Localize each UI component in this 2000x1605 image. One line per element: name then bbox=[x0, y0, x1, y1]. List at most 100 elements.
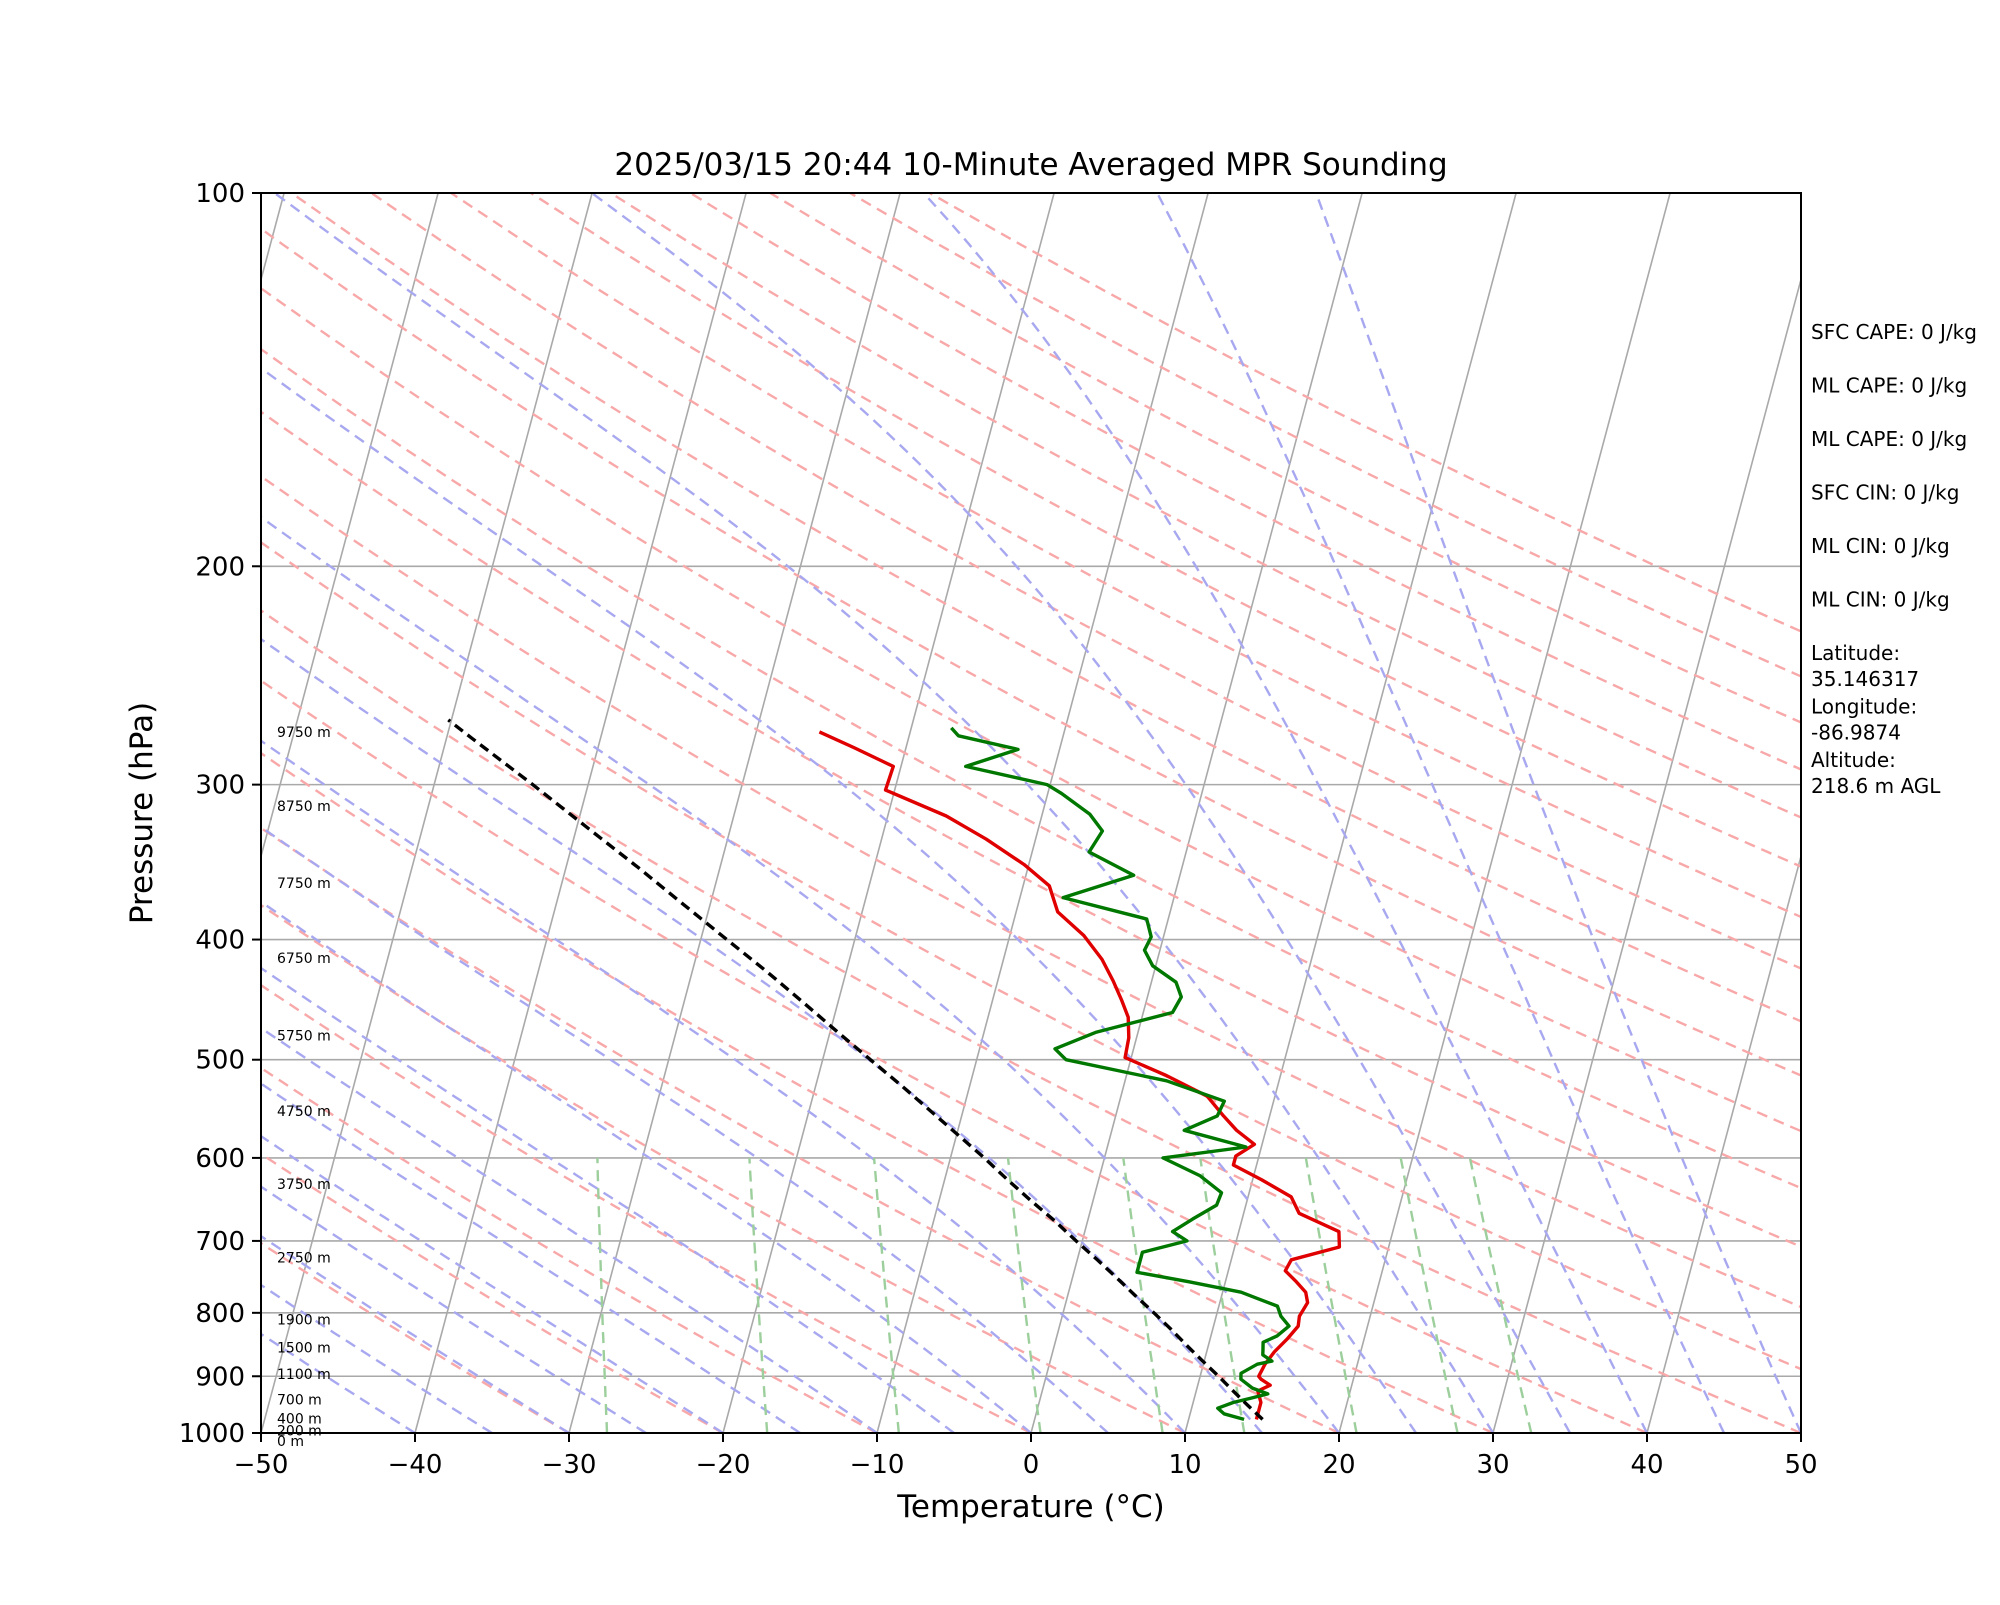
dry-adiabat-line bbox=[261, 410, 1801, 1249]
isotherm-line bbox=[876, 193, 1209, 1433]
x-tick-label: −10 bbox=[850, 1450, 905, 1480]
sounding-parameter-text: ML CAPE: 0 J/kg bbox=[1811, 427, 1967, 451]
dry-adiabat-line bbox=[689, 193, 1801, 771]
moist-adiabat-line bbox=[261, 637, 1263, 1433]
y-axis-ticks: 100 200 300 400 500 600 700 800 900 1000 bbox=[179, 179, 261, 1449]
parcel-profile-line bbox=[447, 718, 1264, 1421]
sounding-parameter-text: 35.146317 bbox=[1811, 667, 1919, 691]
x-tick-label: −30 bbox=[542, 1450, 597, 1480]
moist-adiabat-line bbox=[261, 1082, 801, 1433]
y-tick-label: 700 bbox=[195, 1227, 245, 1257]
sounding-parameter-text: -86.9874 bbox=[1811, 721, 1901, 745]
height-label: 1500 m bbox=[277, 1340, 331, 1356]
moist-adiabat-line bbox=[1314, 193, 1801, 1433]
moist-adiabat-line bbox=[261, 1134, 724, 1433]
x-axis-label: Temperature (°C) bbox=[896, 1489, 1165, 1525]
height-label: 3750 m bbox=[277, 1177, 331, 1193]
height-label: 400 m bbox=[277, 1411, 322, 1427]
moist-adiabat-line bbox=[261, 1234, 570, 1433]
isotherm-line bbox=[414, 193, 747, 1433]
height-label: 8750 m bbox=[277, 799, 331, 815]
moist-adiabat-line bbox=[591, 193, 1572, 1433]
background-lines bbox=[0, 193, 1801, 1433]
height-label: 7750 m bbox=[277, 876, 331, 892]
dry-adiabat-line bbox=[261, 609, 1801, 1433]
x-tick-label: 50 bbox=[1784, 1450, 1817, 1480]
isotherm-line bbox=[1646, 853, 1801, 1433]
sounding-parameter-text: Altitude: bbox=[1811, 748, 1896, 772]
y-tick-label: 500 bbox=[195, 1046, 245, 1076]
isotherm-line bbox=[1184, 193, 1517, 1433]
x-tick-label: 20 bbox=[1322, 1450, 1355, 1480]
isotherm-line bbox=[568, 193, 901, 1433]
height-label: 1900 m bbox=[277, 1313, 331, 1329]
dry-adiabat-line bbox=[261, 751, 1494, 1433]
dry-adiabat-line bbox=[261, 679, 1648, 1433]
temperature-profile-line bbox=[818, 730, 1342, 1420]
height-label: 2750 m bbox=[277, 1251, 331, 1267]
isotherm-line bbox=[1338, 193, 1671, 1433]
mixing-ratio-line bbox=[872, 1157, 900, 1433]
mixing-ratio-line bbox=[1122, 1157, 1164, 1433]
dry-adiabat-line bbox=[261, 540, 1801, 1371]
dry-adiabat-line bbox=[261, 1241, 570, 1433]
dry-adiabat-line bbox=[261, 286, 1801, 1133]
moist-adiabat-line bbox=[261, 825, 1109, 1433]
height-label: 6750 m bbox=[277, 951, 331, 967]
x-tick-label: 40 bbox=[1630, 1450, 1663, 1480]
dry-adiabat-line bbox=[610, 193, 1801, 819]
y-tick-label: 800 bbox=[195, 1299, 245, 1329]
dry-adiabat-line bbox=[261, 826, 1340, 1433]
dry-adiabat-line bbox=[450, 193, 1801, 919]
isotherm-line bbox=[1492, 276, 1801, 1433]
y-tick-label: 300 bbox=[195, 771, 245, 801]
mixing-ratio-line bbox=[596, 1157, 609, 1433]
height-label: 9750 m bbox=[277, 725, 331, 741]
chart-title: 2025/03/15 20:44 10-Minute Averaged MPR … bbox=[614, 147, 1447, 183]
sounding-parameters-panel: SFC CAPE: 0 J/kg ML CAPE: 0 J/kg ML CAPE: … bbox=[1811, 320, 1977, 798]
moist-adiabat-line bbox=[261, 515, 1340, 1433]
sounding-parameter-text: SFC CIN: 0 J/kg bbox=[1811, 481, 1959, 505]
x-tick-label: 30 bbox=[1476, 1450, 1509, 1480]
height-label: 200 m bbox=[277, 1423, 322, 1439]
height-labels: 9750 m 8750 m 7750 m 6750 m 5750 m 4750 m 3750… bbox=[277, 725, 331, 1450]
isotherm-line bbox=[261, 193, 439, 860]
dry-adiabat-line bbox=[261, 347, 1801, 1190]
moist-adiabat-line bbox=[261, 1283, 493, 1433]
mixing-ratio-line bbox=[748, 1157, 769, 1433]
x-tick-label: −20 bbox=[696, 1450, 751, 1480]
height-label: 4750 m bbox=[277, 1104, 331, 1120]
dry-adiabat-line bbox=[261, 1152, 724, 1433]
mixing-ratio-line bbox=[1006, 1157, 1042, 1433]
isotherm-line bbox=[1030, 193, 1363, 1433]
mixing-ratio-line bbox=[1468, 1157, 1533, 1433]
sounding-parameter-text: ML CIN: 0 J/kg bbox=[1811, 534, 1950, 558]
y-tick-label: 600 bbox=[195, 1144, 245, 1174]
moist-adiabat-line bbox=[1156, 193, 1726, 1433]
profile-lines bbox=[447, 718, 1342, 1422]
moist-adiabat-line bbox=[922, 193, 1649, 1433]
y-tick-label: 900 bbox=[195, 1362, 245, 1392]
dry-adiabat-line bbox=[261, 227, 1801, 1077]
moist-adiabat-line bbox=[261, 1332, 416, 1433]
x-tick-label: −50 bbox=[234, 1450, 289, 1480]
x-axis-ticks: −50 −40 −30 −20 −10 0 10 20 30 40 50 bbox=[234, 1433, 1818, 1480]
sounding-parameter-text: ML CAPE: 0 J/kg bbox=[1811, 374, 1967, 398]
y-axis-label: Pressure (hPa) bbox=[124, 702, 160, 924]
dry-adiabat-line bbox=[530, 193, 1801, 868]
moist-adiabat-line bbox=[261, 739, 1186, 1433]
moist-adiabat-line bbox=[273, 193, 1495, 1433]
x-tick-label: −40 bbox=[388, 1450, 443, 1480]
sounding-parameter-text: ML CIN: 0 J/kg bbox=[1811, 588, 1950, 612]
sounding-parameter-text: Longitude: bbox=[1811, 695, 1917, 719]
height-label: 5750 m bbox=[277, 1028, 331, 1044]
y-tick-label: 400 bbox=[195, 926, 245, 956]
dry-adiabat-line bbox=[261, 1066, 878, 1433]
height-label: 1100 m bbox=[277, 1367, 331, 1383]
mixing-ratio-line bbox=[1399, 1157, 1459, 1433]
height-label: 0 m bbox=[277, 1434, 304, 1450]
isotherm-line bbox=[0, 193, 130, 1433]
moist-adiabat-line bbox=[261, 1185, 647, 1433]
